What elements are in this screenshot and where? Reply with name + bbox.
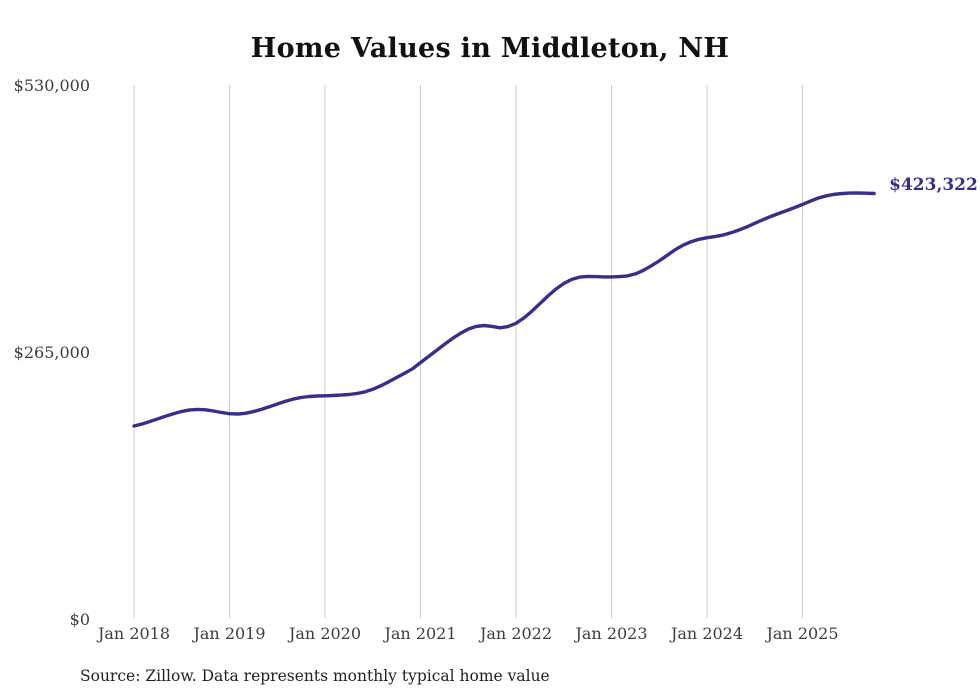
y-axis-tick-530000: $530,000 bbox=[13, 76, 90, 95]
x-axis-tick-jan-2025: Jan 2025 bbox=[766, 624, 839, 643]
source-note: Source: Zillow. Data represents monthly … bbox=[80, 667, 550, 685]
x-axis-tick-jan-2023: Jan 2023 bbox=[575, 624, 648, 643]
y-axis-tick-0: $0 bbox=[69, 610, 90, 629]
x-axis-tick-jan-2020: Jan 2020 bbox=[288, 624, 362, 643]
x-axis-tick-jan-2019: Jan 2019 bbox=[193, 624, 266, 643]
chart-title: Home Values in Middleton, NH bbox=[250, 33, 730, 64]
latest-value-label: $423,322 bbox=[889, 175, 978, 196]
x-axis-tick-jan-2021: Jan 2021 bbox=[384, 624, 457, 643]
x-axis-tick-jan-2022: Jan 2022 bbox=[479, 624, 553, 643]
x-axis-tick-jan-2018: Jan 2018 bbox=[97, 624, 171, 643]
y-axis-tick-265000: $265,000 bbox=[13, 343, 90, 362]
x-axis-tick-jan-2024: Jan 2024 bbox=[670, 624, 744, 643]
home-value-line-series bbox=[132, 191, 876, 428]
